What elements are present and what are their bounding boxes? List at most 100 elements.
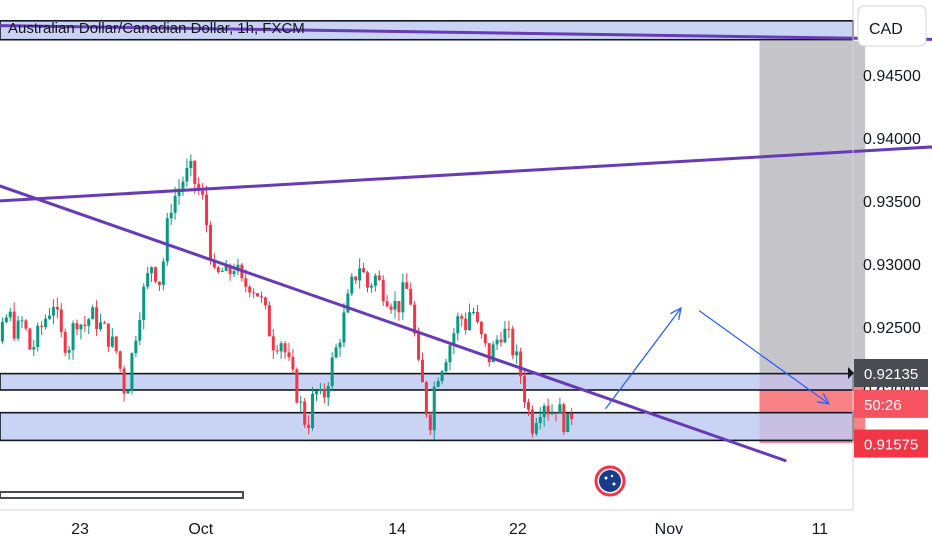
price-tag <box>854 389 928 418</box>
candle-body <box>4 317 8 322</box>
x-tick-label: Nov <box>655 521 683 538</box>
candle-body <box>185 167 189 182</box>
candle-body <box>205 194 209 225</box>
top-line[interactable] <box>0 21 932 41</box>
candle-body <box>279 343 283 352</box>
candle-body <box>475 311 479 322</box>
candle-body <box>436 381 440 387</box>
candle-body <box>8 311 12 318</box>
candle-body <box>118 351 122 369</box>
candle-body <box>385 301 389 307</box>
candle-body <box>173 195 177 213</box>
candle-body <box>534 423 538 434</box>
candle-body <box>354 276 358 281</box>
x-tick-label: 22 <box>509 521 527 538</box>
candle-body <box>346 293 350 313</box>
projection-arrow-down[interactable] <box>698 310 830 405</box>
candle-body <box>311 394 315 428</box>
candle-body <box>566 413 570 433</box>
candle-body <box>193 160 197 185</box>
candle-body <box>99 322 103 330</box>
candle-body <box>24 320 28 329</box>
candle-body <box>487 343 491 363</box>
candle-body <box>405 282 409 289</box>
projection-arrow-up-head <box>670 306 682 321</box>
candle-body <box>307 424 311 428</box>
x-tick-label: Oct <box>188 521 213 538</box>
candle-body <box>181 181 185 189</box>
candle-body <box>161 261 165 285</box>
candle-body <box>381 280 385 302</box>
candle-body <box>542 405 546 418</box>
candle-body <box>558 404 562 414</box>
candle-body <box>212 259 216 268</box>
candle-body <box>420 359 424 383</box>
candle-body <box>362 268 366 273</box>
candle-body <box>479 321 483 335</box>
candle-body <box>87 319 91 326</box>
price-tag-label: 50:26 <box>864 397 902 414</box>
candle-body <box>299 401 303 403</box>
target-box <box>759 40 866 374</box>
x-tick-label: 14 <box>388 521 406 538</box>
candle-body <box>369 285 373 288</box>
candle-body <box>358 268 362 281</box>
candle-body <box>519 351 523 377</box>
candle-body <box>334 347 338 358</box>
candle-body <box>377 275 381 281</box>
candle-body <box>114 336 118 352</box>
candle-body <box>526 402 530 410</box>
candle-body <box>47 315 51 319</box>
descending-trendline[interactable] <box>0 151 787 463</box>
candle-body <box>122 368 126 394</box>
candle-body <box>554 412 558 414</box>
candle-body <box>232 271 236 275</box>
x-tick-label: 23 <box>71 521 89 538</box>
candle-body <box>228 265 232 275</box>
candle-body <box>102 322 106 324</box>
candle-body <box>201 190 205 195</box>
candle-body <box>491 344 495 363</box>
ascending-trendline[interactable] <box>0 145 932 220</box>
candle-body <box>503 328 507 343</box>
candle-body <box>142 286 146 321</box>
candle-body <box>389 306 393 310</box>
candle-body <box>401 282 405 313</box>
candle-body <box>67 350 71 353</box>
candle-body <box>224 265 228 271</box>
candle-body <box>456 316 460 334</box>
chart-title: Australian Dollar/Canadian Dollar, 1h, F… <box>8 20 305 37</box>
candle-body <box>71 323 75 351</box>
candle-body <box>189 160 193 168</box>
candle-body <box>216 267 220 272</box>
candle-body <box>291 357 295 370</box>
candle-body <box>106 323 110 347</box>
australia-flag-icon[interactable] <box>594 465 626 497</box>
axes: CAD 0.94500 0.94000 0.93500 0.93000 0.92500 0.… <box>0 0 928 538</box>
candle-body <box>275 350 279 352</box>
candle-body <box>244 278 248 287</box>
candle-body <box>342 312 346 343</box>
projection-arrow-down-head <box>817 393 831 405</box>
candle-body <box>322 389 326 398</box>
candle-body <box>20 320 24 322</box>
candle-body <box>110 336 114 347</box>
candle-body <box>267 305 271 337</box>
scroll-bar[interactable] <box>0 491 244 499</box>
candle-body <box>44 318 48 327</box>
candle-body <box>75 323 79 330</box>
candle-body <box>0 321 4 342</box>
candle-body <box>366 272 370 288</box>
projection-arrow-up[interactable] <box>604 307 682 410</box>
candle-body <box>197 184 201 191</box>
candle-body <box>464 318 468 331</box>
price-tag <box>854 358 928 387</box>
candle-body <box>397 301 401 313</box>
candle-body <box>326 385 330 398</box>
currency-button[interactable] <box>857 5 927 47</box>
candle-body <box>12 311 16 339</box>
candle-body <box>252 292 256 294</box>
candle-body <box>432 386 436 431</box>
